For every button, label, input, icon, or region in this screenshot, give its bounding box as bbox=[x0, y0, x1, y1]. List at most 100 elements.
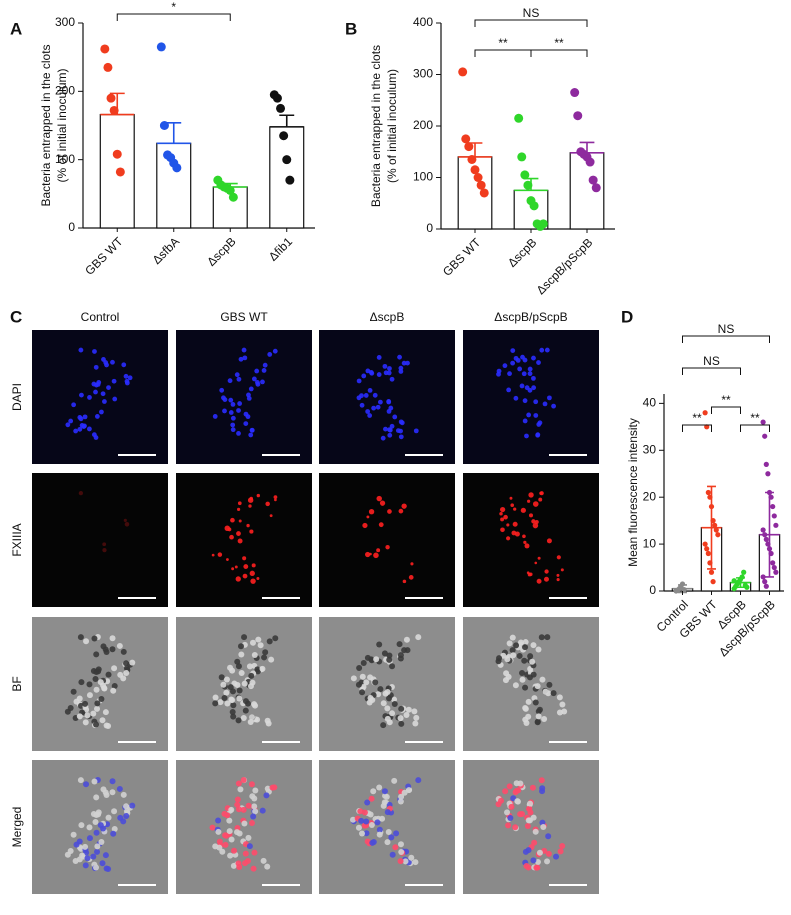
cell bbox=[111, 378, 117, 384]
cell bbox=[397, 798, 404, 805]
cell bbox=[389, 423, 395, 429]
y-tick-label: 400 bbox=[413, 15, 433, 29]
cell bbox=[235, 717, 242, 724]
cell bbox=[378, 522, 384, 528]
data-point bbox=[520, 170, 530, 180]
cell bbox=[508, 803, 515, 810]
cell bbox=[272, 348, 278, 354]
cell bbox=[272, 635, 279, 642]
significance-bracket bbox=[682, 335, 770, 343]
cell bbox=[512, 682, 519, 689]
cell bbox=[248, 504, 252, 508]
cell bbox=[398, 720, 405, 727]
cell bbox=[102, 852, 109, 859]
data-point bbox=[100, 44, 110, 54]
cell bbox=[512, 824, 519, 831]
cell bbox=[93, 435, 99, 440]
cell bbox=[543, 576, 549, 582]
cell bbox=[539, 785, 546, 792]
data-point bbox=[159, 121, 169, 130]
cell bbox=[398, 434, 404, 440]
cell bbox=[104, 362, 109, 368]
cell bbox=[369, 839, 376, 846]
cell bbox=[387, 509, 392, 514]
cell bbox=[267, 352, 273, 357]
cell bbox=[254, 666, 261, 673]
cell bbox=[502, 363, 508, 369]
cell bbox=[536, 849, 543, 856]
cell bbox=[364, 799, 371, 806]
data-point bbox=[739, 574, 745, 580]
cell bbox=[255, 636, 262, 643]
data-point bbox=[766, 489, 773, 496]
cell bbox=[90, 710, 97, 717]
cell bbox=[398, 705, 405, 712]
cell bbox=[246, 523, 250, 528]
cell bbox=[93, 721, 100, 728]
cell bbox=[102, 542, 107, 547]
cell bbox=[230, 427, 236, 433]
data-point bbox=[771, 513, 777, 519]
cell bbox=[237, 507, 241, 511]
cell bbox=[370, 788, 377, 795]
cell bbox=[100, 643, 107, 650]
cell bbox=[559, 843, 566, 850]
cell bbox=[538, 777, 545, 784]
cell bbox=[124, 380, 130, 386]
cell bbox=[112, 396, 118, 402]
cell bbox=[522, 639, 529, 646]
cell bbox=[93, 829, 100, 836]
cell bbox=[82, 843, 89, 850]
data-point bbox=[704, 546, 710, 552]
cell bbox=[375, 691, 382, 698]
cell bbox=[386, 399, 392, 404]
cell bbox=[398, 793, 405, 800]
data-point bbox=[713, 527, 719, 533]
data-point bbox=[681, 586, 687, 593]
cell bbox=[67, 705, 74, 712]
cell bbox=[526, 805, 533, 812]
cell bbox=[401, 647, 408, 654]
data-point bbox=[172, 163, 182, 173]
data-point bbox=[708, 569, 715, 575]
cell bbox=[222, 408, 227, 414]
data-point bbox=[702, 541, 708, 547]
column-label: ΔscpB/pScpB bbox=[494, 310, 567, 324]
data-point bbox=[470, 165, 480, 175]
cell bbox=[241, 680, 248, 687]
cell bbox=[526, 674, 533, 681]
cell bbox=[99, 860, 106, 867]
cell bbox=[507, 371, 512, 377]
cell bbox=[544, 347, 550, 353]
data-point bbox=[715, 532, 721, 538]
cell bbox=[224, 700, 231, 707]
cell bbox=[94, 843, 101, 850]
cell bbox=[363, 679, 370, 686]
cell bbox=[500, 506, 506, 513]
cell bbox=[368, 509, 375, 515]
cell bbox=[123, 373, 129, 379]
cell bbox=[363, 830, 370, 837]
y-axis-label: (% of initial inoculum) bbox=[55, 68, 69, 182]
y-tick-label: 200 bbox=[413, 118, 433, 132]
cell bbox=[102, 399, 107, 404]
cell bbox=[215, 817, 222, 824]
cell bbox=[413, 428, 419, 434]
cell bbox=[383, 426, 388, 432]
data-point bbox=[704, 424, 710, 430]
cell bbox=[68, 418, 74, 424]
cell bbox=[401, 789, 408, 796]
cell bbox=[249, 714, 256, 721]
y-tick-label: 0 bbox=[649, 583, 656, 597]
data-point bbox=[591, 183, 601, 193]
cell bbox=[103, 865, 110, 872]
cell bbox=[376, 826, 383, 833]
data-point bbox=[225, 185, 235, 195]
cell bbox=[96, 379, 102, 385]
cell bbox=[86, 692, 93, 699]
data-point bbox=[763, 536, 769, 543]
cell bbox=[93, 686, 100, 693]
data-point bbox=[762, 433, 768, 439]
cell bbox=[398, 369, 404, 374]
